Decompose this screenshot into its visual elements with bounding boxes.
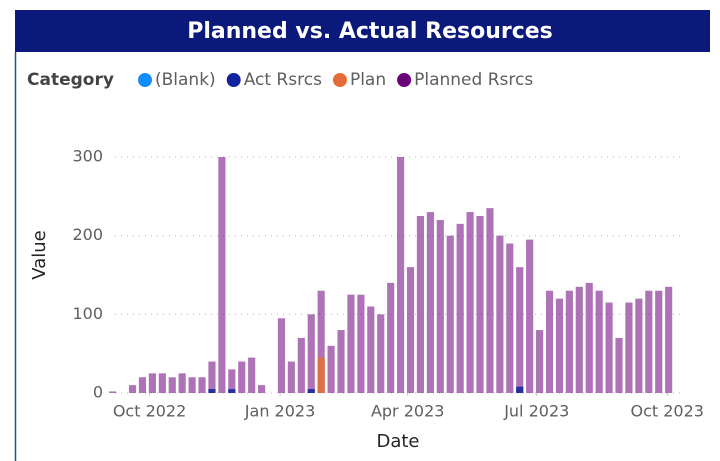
bar xyxy=(178,373,186,393)
legend-marker xyxy=(397,73,412,87)
bar xyxy=(248,357,256,393)
y-tick-label: 0 xyxy=(93,383,103,402)
legend-label: Planned Rsrcs xyxy=(414,70,533,90)
bar xyxy=(526,239,534,393)
x-tick-label: Oct 2022 xyxy=(113,402,186,421)
bar xyxy=(208,389,216,393)
bar xyxy=(426,212,434,393)
bar xyxy=(168,377,176,393)
legend-title: Category xyxy=(27,70,114,90)
bar xyxy=(297,337,305,393)
bar xyxy=(436,219,444,393)
chart-title: Planned vs. Actual Resources xyxy=(187,19,553,44)
bar xyxy=(317,290,325,393)
bar xyxy=(138,377,147,393)
legend-label: Plan xyxy=(350,70,386,90)
bar xyxy=(446,235,454,393)
bar xyxy=(287,361,295,393)
bar xyxy=(337,330,345,393)
bar xyxy=(327,345,335,393)
legend-marker xyxy=(138,73,152,87)
bar xyxy=(198,377,206,393)
bar xyxy=(228,369,236,393)
legend-label: (Blank) xyxy=(155,70,216,90)
bar xyxy=(387,282,395,393)
bar xyxy=(208,361,216,393)
bar xyxy=(317,357,325,393)
bar xyxy=(377,314,385,393)
bar xyxy=(128,385,137,393)
x-tick-label: Jan 2023 xyxy=(244,402,315,421)
bar xyxy=(625,302,633,393)
bar xyxy=(665,286,673,393)
y-tick-label: 200 xyxy=(72,225,103,244)
bar xyxy=(516,386,524,393)
bar xyxy=(516,267,524,393)
bar xyxy=(585,282,593,393)
bar xyxy=(188,377,196,393)
title-bar xyxy=(15,10,710,52)
bar xyxy=(506,243,514,393)
bar xyxy=(555,298,564,393)
bar xyxy=(536,330,544,393)
y-axis-title: Value xyxy=(29,230,50,279)
y-tick-label: 300 xyxy=(72,147,103,166)
x-tick-label: Jul 2023 xyxy=(503,402,569,421)
y-tick-label: 100 xyxy=(72,304,103,323)
bar xyxy=(277,318,286,393)
bar xyxy=(496,235,504,393)
bar xyxy=(545,290,554,393)
legend: (Blank) Act Rsrcs Plan Planned Rsrcs xyxy=(138,70,533,90)
bar xyxy=(397,157,405,393)
bar xyxy=(476,216,484,393)
bar xyxy=(605,302,613,393)
bar xyxy=(575,286,583,393)
bar xyxy=(307,314,315,393)
bar xyxy=(635,298,643,393)
bar xyxy=(347,294,355,393)
bar xyxy=(565,290,573,393)
bar xyxy=(307,389,315,393)
bar xyxy=(615,337,623,393)
bar xyxy=(645,290,653,393)
bar xyxy=(416,216,425,393)
bar xyxy=(595,290,603,393)
legend-marker xyxy=(226,73,241,87)
bar xyxy=(486,208,494,393)
bar xyxy=(228,389,236,393)
bar xyxy=(655,290,663,393)
bar xyxy=(406,267,415,393)
bar xyxy=(158,373,166,393)
bar xyxy=(258,385,266,393)
x-tick-label: Apr 2023 xyxy=(371,402,444,421)
bar xyxy=(109,391,117,393)
bar xyxy=(367,306,375,393)
x-tick-label: Oct 2023 xyxy=(631,402,704,421)
bar xyxy=(456,223,464,393)
bar xyxy=(238,361,246,393)
legend-marker xyxy=(332,73,347,87)
legend-label: Act Rsrcs xyxy=(244,70,322,90)
bar xyxy=(357,294,365,393)
bar xyxy=(148,373,156,393)
bar xyxy=(218,157,226,393)
bar xyxy=(466,212,474,393)
x-axis-title: Date xyxy=(376,431,419,452)
